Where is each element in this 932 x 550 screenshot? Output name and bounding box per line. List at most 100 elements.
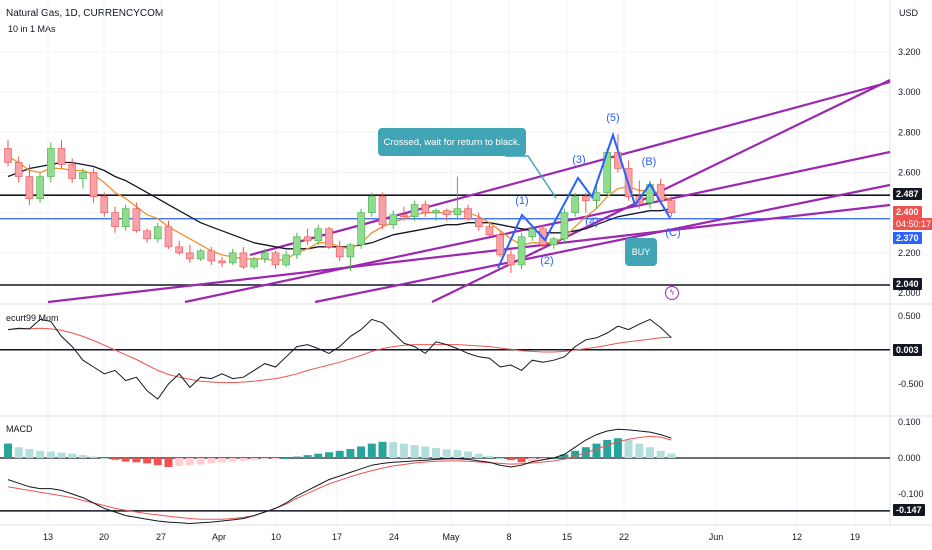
- momentum-axis-label: -0.500: [898, 379, 924, 389]
- macd-histogram-bar: [603, 440, 612, 458]
- lightning-icon[interactable]: ϟ: [665, 286, 679, 300]
- trendline: [184, 150, 891, 304]
- macd-histogram-bar: [506, 458, 515, 461]
- price-axis-label: 2.800: [898, 127, 921, 137]
- candle-body: [517, 236, 526, 266]
- horizontal-lines[interactable]: [0, 194, 890, 286]
- candle-body: [239, 252, 248, 268]
- time-axis-label: 13: [43, 532, 53, 542]
- candle-body: [560, 212, 569, 240]
- macd-histogram-bar: [207, 458, 216, 464]
- macd-axis-label: 0.000: [898, 453, 921, 463]
- time-axis-label: 20: [99, 532, 109, 542]
- macd-histogram-bar: [228, 458, 237, 462]
- macd-panel[interactable]: [0, 428, 890, 525]
- support-tag: 2.040: [893, 278, 922, 290]
- time-axis-label: 17: [332, 532, 342, 542]
- wave-label: (1): [515, 195, 528, 207]
- trendlines[interactable]: [47, 79, 891, 304]
- macd-histogram-bar: [474, 453, 483, 458]
- candle-body: [528, 228, 537, 238]
- candle-body: [68, 164, 76, 179]
- candle-body: [282, 254, 291, 266]
- macd-histogram-bar: [196, 458, 205, 465]
- candle-body: [485, 226, 494, 236]
- macd-histogram-bar: [410, 445, 419, 458]
- callout-pointer: [505, 155, 557, 199]
- macd-histogram-bar: [421, 446, 430, 458]
- candle-body: [314, 228, 323, 242]
- candle-body: [507, 254, 515, 266]
- candle-body: [303, 236, 312, 242]
- candle-body: [260, 252, 269, 260]
- candle-body: [400, 214, 408, 218]
- momentum-signal-line: [7, 327, 672, 384]
- macd-tag: -0.147: [893, 504, 925, 516]
- macd-histogram-bar: [57, 452, 66, 458]
- macd-histogram-bar: [14, 447, 23, 458]
- candles[interactable]: [4, 134, 676, 273]
- time-axis-label: Jun: [709, 532, 724, 542]
- trendline: [249, 80, 891, 257]
- elliott-wave[interactable]: (1) (2) (3) (4) (5) (B) (C): [497, 112, 681, 269]
- buy-text: BUY: [631, 247, 651, 257]
- time-axis-label: 24: [389, 532, 399, 542]
- time-axis-label: 22: [619, 532, 629, 542]
- time-axis-label: Apr: [212, 532, 226, 542]
- candle-body: [250, 258, 258, 268]
- price-axis-label: 2.000: [898, 288, 921, 298]
- candle-body: [36, 176, 44, 199]
- macd-histogram-bar: [175, 458, 184, 466]
- momentum-panel[interactable]: [0, 318, 890, 400]
- trendline: [314, 183, 891, 304]
- macd-histogram-bar: [303, 455, 312, 458]
- candle-body: [154, 226, 162, 240]
- macd-histogram-bar: [164, 458, 173, 467]
- candle-body: [100, 196, 109, 213]
- macd-histogram-bar: [335, 450, 344, 458]
- macd-histogram-bar: [121, 458, 130, 462]
- macd-histogram-bar: [239, 458, 248, 461]
- macd-histogram-bar: [282, 458, 291, 459]
- momentum-axis-label: 0.500: [898, 311, 921, 321]
- momentum-line: [7, 318, 672, 400]
- candle-body: [25, 176, 34, 199]
- macd-histogram-bar: [613, 438, 622, 458]
- candle-body: [335, 246, 344, 258]
- time-axis[interactable]: 13 20 27 Apr 10 17 24 May 8 15 22 Jun 12 19: [43, 532, 860, 542]
- candle-body: [346, 244, 355, 258]
- macd-histogram-bar: [560, 454, 569, 458]
- indicator-label[interactable]: 10 in 1 MAs: [8, 24, 56, 34]
- macd-histogram-bar: [68, 453, 77, 458]
- candle-body: [667, 200, 676, 213]
- candle-body: [143, 230, 151, 240]
- macd-histogram-bar: [496, 458, 505, 459]
- momentum-label[interactable]: ecurt99 Mom: [6, 313, 59, 323]
- candle-body: [57, 148, 66, 165]
- macd-axis-label: 0.100: [898, 417, 921, 427]
- macd-histogram-bar: [624, 440, 633, 458]
- macd-histogram-bar: [46, 451, 55, 458]
- callout-note[interactable]: Crossed, wait for return to black.: [378, 128, 526, 156]
- trendline: [47, 203, 891, 304]
- chart-title[interactable]: Natural Gas, 1D, CURRENCYCOM: [6, 8, 164, 19]
- macd-histogram-bar: [528, 458, 537, 461]
- candle-body: [453, 208, 462, 215]
- candle-body: [4, 148, 12, 163]
- candle-body: [367, 196, 376, 213]
- wave-label: (4): [585, 216, 598, 228]
- price-axis-label: 3.200: [898, 47, 921, 57]
- macd-histogram-bar: [325, 452, 333, 458]
- macd-histogram-bar: [367, 443, 376, 458]
- price-axis[interactable]: 3.200 3.000 2.800 2.600 2.200 2.000 0.500 -0.50…: [898, 47, 924, 499]
- macd-histogram-bar: [89, 456, 98, 458]
- candle-body: [442, 210, 451, 215]
- candle-body: [410, 204, 419, 218]
- price-axis-label: 2.600: [898, 168, 921, 178]
- candle-body: [464, 208, 472, 220]
- buy-marker[interactable]: BUY: [625, 238, 657, 266]
- macd-label[interactable]: MACD: [6, 424, 33, 434]
- candle-body: [79, 172, 87, 179]
- macd-signal-line: [7, 435, 672, 520]
